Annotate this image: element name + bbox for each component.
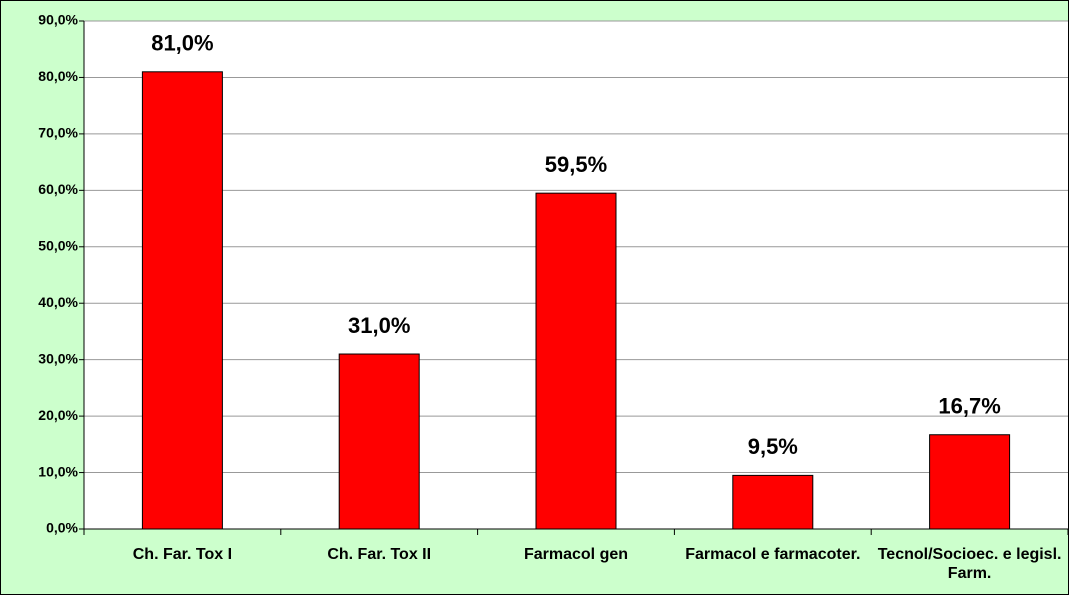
y-tick-label: 40,0% [38, 294, 78, 310]
bar [141, 71, 223, 530]
y-tick-label: 70,0% [38, 125, 78, 141]
x-tick-label: Ch. Far. Tox II [327, 546, 432, 563]
x-tick-label: Ch. Far. Tox I [132, 546, 233, 563]
y-tick-label: 90,0% [38, 12, 78, 28]
y-tick-label: 20,0% [38, 407, 78, 423]
y-tick-label: 10,0% [38, 463, 78, 479]
data-label: 31,0% [348, 313, 410, 338]
bar [535, 192, 617, 530]
y-tick-label: 80,0% [38, 68, 78, 84]
y-tick-label: 50,0% [38, 237, 78, 253]
y-tick-label: 30,0% [38, 350, 78, 366]
bar [929, 434, 1011, 530]
x-tick-label: Farmacol gen [523, 546, 629, 563]
bar [732, 474, 814, 530]
y-tick-label: 0,0% [46, 520, 78, 536]
data-label: 16,7% [938, 394, 1000, 419]
x-tick-label: Farmacol e farmacoter. [685, 546, 861, 563]
bar [338, 353, 420, 530]
x-tick-label: Tecnol/Socioec. e legisl. Farm. [877, 546, 1062, 582]
data-label: 59,5% [545, 152, 607, 177]
y-tick-label: 60,0% [38, 181, 78, 197]
data-label: 9,5% [748, 434, 798, 459]
data-label: 81,0% [151, 31, 213, 56]
